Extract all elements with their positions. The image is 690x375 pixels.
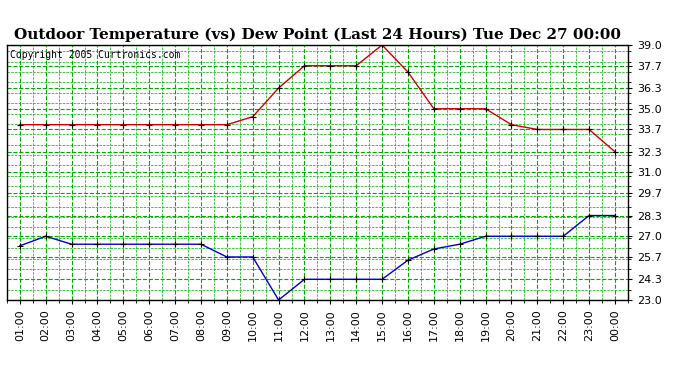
Title: Outdoor Temperature (vs) Dew Point (Last 24 Hours) Tue Dec 27 00:00: Outdoor Temperature (vs) Dew Point (Last… <box>14 28 621 42</box>
Text: Copyright 2005 Curtronics.com: Copyright 2005 Curtronics.com <box>10 50 180 60</box>
